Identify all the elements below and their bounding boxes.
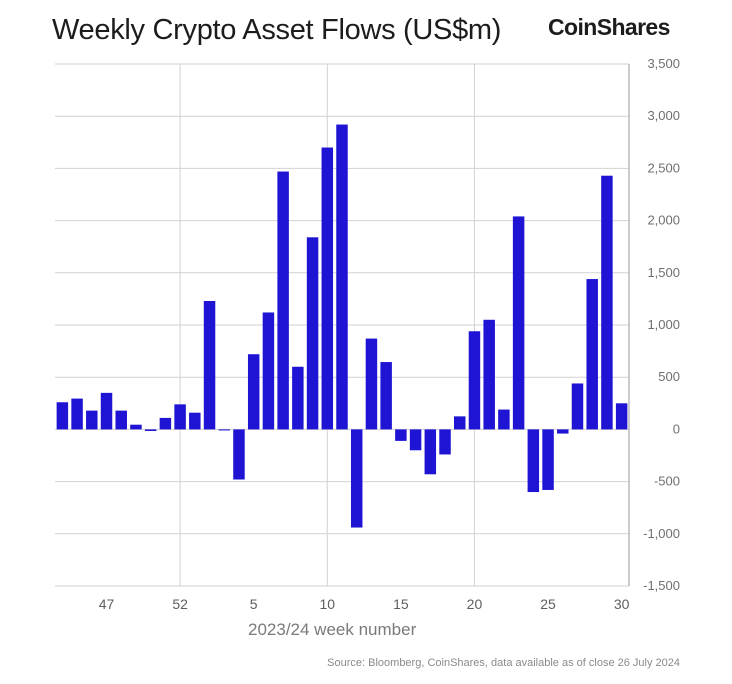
y-tick-label: -500 [654, 474, 680, 489]
bar-week-44 [56, 402, 69, 430]
bar-week-25 [542, 429, 554, 490]
bar-week-22 [498, 409, 510, 430]
source-note: Source: Bloomberg, CoinShares, data avai… [327, 657, 680, 669]
bar-week-50 [144, 429, 157, 431]
x-tick-label: 20 [467, 596, 483, 612]
bar-week-21 [483, 319, 495, 430]
bar-week-13 [365, 338, 378, 430]
y-tick-label: -1,000 [643, 526, 680, 541]
x-tick-label: 47 [99, 596, 115, 612]
bar-week-23 [512, 216, 525, 430]
y-tick-label: 1,500 [647, 265, 680, 280]
bar-week-28 [586, 279, 598, 430]
bar-week-52 [174, 404, 186, 430]
bar-week-45 [71, 398, 83, 430]
bar-week-26 [557, 429, 569, 434]
y-tick-label: 500 [658, 369, 680, 384]
bar-week-6 [262, 312, 275, 430]
bar-week-2 [203, 300, 216, 430]
y-tick-label: 3,000 [647, 108, 680, 123]
x-tick-label: 10 [319, 596, 335, 612]
coinshares-logo: CoinShares [548, 14, 670, 40]
bar-week-48 [115, 410, 127, 430]
bar-week-16 [409, 429, 422, 451]
y-tick-label: 2,500 [647, 160, 680, 175]
bar-week-8 [292, 366, 304, 430]
x-tick-label: 5 [250, 596, 258, 612]
bar-week-30 [615, 403, 628, 430]
bar-week-11 [336, 124, 348, 430]
bar-week-1 [189, 412, 201, 430]
y-tick-label: 3,500 [647, 56, 680, 71]
bar-week-24 [527, 429, 540, 493]
y-tick-label: 2,000 [647, 213, 680, 228]
bar-week-27 [571, 383, 584, 430]
bar-week-5 [247, 354, 260, 430]
bar-week-4 [233, 429, 245, 480]
bar-week-20 [468, 331, 481, 430]
bar-week-9 [306, 237, 319, 430]
x-tick-label: 25 [540, 596, 556, 612]
bar-week-15 [395, 429, 407, 441]
bar-week-17 [424, 429, 437, 475]
bar-week-49 [130, 424, 142, 430]
bar-week-14 [380, 362, 392, 430]
bar-week-10 [321, 147, 334, 430]
bar-week-29 [601, 175, 613, 430]
bar-week-19 [454, 416, 466, 430]
bar-week-18 [439, 429, 451, 455]
bar-week-46 [86, 410, 98, 430]
x-tick-label: 30 [614, 596, 630, 612]
bar-week-51 [159, 417, 172, 430]
y-tick-label: -1,500 [643, 578, 680, 593]
x-tick-label: 15 [393, 596, 409, 612]
x-tick-label: 52 [172, 596, 188, 612]
x-axis-label: 2023/24 week number [248, 620, 417, 639]
bar-week-7 [277, 171, 289, 430]
bar-week-12 [350, 429, 363, 528]
y-tick-label: 1,000 [647, 317, 680, 332]
chart-title: Weekly Crypto Asset Flows (US$m) [52, 14, 502, 46]
bar-week-47 [100, 392, 113, 430]
y-tick-label: 0 [673, 421, 680, 436]
bar-week-3 [218, 429, 230, 431]
